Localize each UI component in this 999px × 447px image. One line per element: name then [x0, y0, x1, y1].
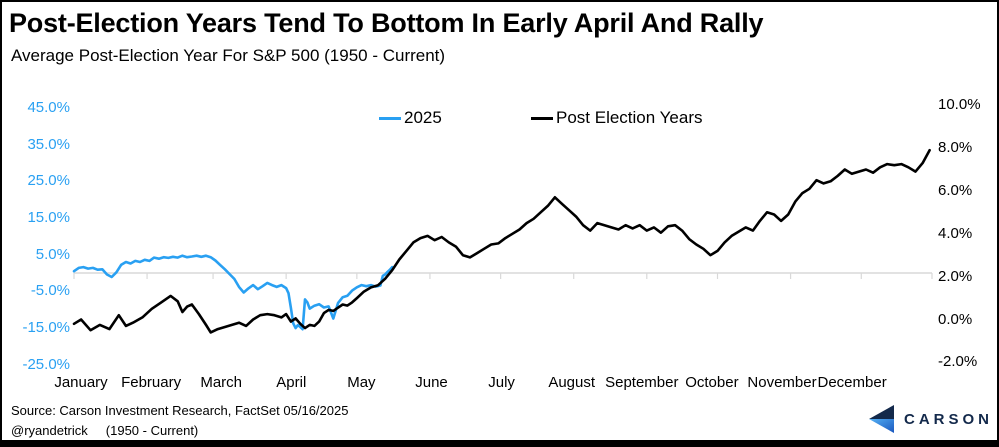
right-axis-tick: 2.0%	[938, 267, 973, 285]
x-axis-label-july: July	[488, 374, 515, 391]
x-axis-label-october: October	[685, 374, 739, 391]
right-axis-tick: 0.0%	[938, 310, 973, 328]
left-axis-tick: -5.0%	[30, 282, 70, 300]
carson-logo: CARSON	[866, 404, 993, 434]
source-line-2: @ryandetrick (1950 - Current)	[11, 421, 348, 441]
right-axis-tick: 8.0%	[938, 139, 973, 157]
bottom-bar	[2, 440, 997, 445]
left-axis-tick: 25.0%	[27, 172, 70, 190]
chart-subtitle: Average Post-Election Year For S&P 500 (…	[11, 46, 446, 65]
x-axis-label-april: April	[276, 374, 307, 391]
x-axis-label-may: May	[347, 374, 376, 391]
series-line-post-election-years	[72, 148, 931, 334]
x-axis-label-june: June	[415, 374, 448, 391]
source-note: Source: Carson Investment Research, Fact…	[11, 401, 348, 441]
left-axis-tick: -25.0%	[22, 355, 70, 373]
x-axis-label-september: September	[605, 374, 679, 391]
right-axis-tick: 4.0%	[938, 224, 973, 242]
x-axis-label-march: March	[200, 374, 243, 391]
left-axis-tick: 35.0%	[27, 135, 70, 153]
legend-line-swatch-post-election-years	[531, 116, 553, 120]
legend-item-post-election-years: Post Election Years	[531, 107, 702, 129]
carson-logo-icon	[869, 405, 894, 433]
x-axis-label-august: August	[548, 374, 596, 391]
chart-title: Post-Election Years Tend To Bottom In Ea…	[9, 8, 764, 38]
legend-label-post-election-years: Post Election Years	[556, 108, 703, 127]
left-axis-tick: 5.0%	[35, 245, 70, 263]
right-axis-tick: 10.0%	[938, 96, 981, 114]
carson-logo-text: CARSON	[904, 410, 994, 428]
x-axis-label-december: December	[817, 374, 887, 391]
legend-item-2025: 2025	[379, 107, 442, 129]
left-axis-tick: -15.0%	[22, 319, 70, 337]
x-axis-label-november: November	[747, 374, 817, 391]
left-axis-tick: 15.0%	[27, 208, 70, 226]
source-line-1: Source: Carson Investment Research, Fact…	[11, 403, 349, 418]
series-line-2025	[72, 254, 394, 331]
left-axis-tick: 45.0%	[27, 98, 70, 116]
right-axis-tick: -2.0%	[938, 353, 978, 371]
source-range: (1950 - Current)	[105, 423, 199, 438]
legend-line-swatch-2025	[379, 116, 401, 120]
legend-label-2025: 2025	[404, 108, 442, 127]
x-axis-label-february: February	[121, 374, 182, 391]
x-axis-label-january: January	[54, 374, 108, 391]
source-handle: @ryandetrick	[11, 423, 88, 438]
right-axis-tick: 6.0%	[938, 181, 973, 199]
